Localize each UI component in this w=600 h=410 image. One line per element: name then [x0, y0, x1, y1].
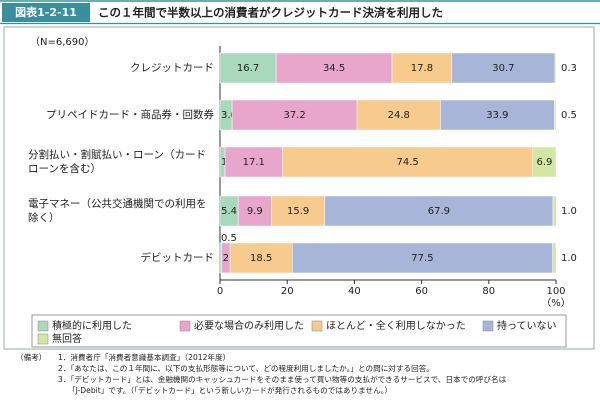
category-text: クレジットカード: [130, 62, 214, 74]
bar-segment: [324, 195, 554, 227]
legend-label: 必要な場合のみ利用した: [194, 319, 304, 332]
x-tick-label: 0: [217, 286, 223, 297]
data-label: 6.9: [536, 157, 552, 168]
x-tick-label: 60: [415, 286, 428, 297]
note-line: 3．「デビットカード」とは、金融機関のキャッシュカードをそのまま使って買い物等の…: [58, 375, 507, 384]
x-tick-label: 80: [482, 286, 495, 297]
data-label: 9.9: [247, 206, 263, 217]
bar-segment: [554, 99, 557, 131]
bar-segment: [554, 52, 557, 84]
bar-segment: [552, 242, 557, 274]
category-text: 分割払い・割賦払い・ローン（カードローンを含む）: [28, 149, 206, 175]
category-text: プリペイドカード・商品券・回数券: [46, 109, 214, 121]
legend-swatch: [37, 320, 49, 332]
note-line: 「J-Debit」です。（「デビットカード」という新しいカードが発行されるもので…: [68, 386, 393, 395]
category-text: デビットカード: [140, 252, 215, 264]
x-tick-label: 40: [348, 286, 361, 297]
chart-title: この１年間で半数以上の消費者がクレジットカード決済を利用した: [98, 6, 443, 20]
x-tick-label: 100: [546, 286, 565, 297]
bar-segment: [275, 52, 393, 84]
note: （N=6,690）: [30, 36, 95, 48]
legend-label: 持っていない: [497, 319, 557, 332]
frame: [3, 26, 595, 350]
legend-box: [31, 314, 567, 348]
category-label: プリペイドカード・商品券・回数券: [28, 108, 214, 122]
data-label: 17.1: [243, 157, 265, 168]
category-label: クレジットカード: [28, 61, 214, 75]
data-label: 34.5: [323, 63, 345, 74]
category-label: 分割払い・割賦払い・ローン（カードローンを含む）: [28, 148, 214, 176]
data-label: 67.9: [428, 206, 450, 217]
notes: （備考） 1．消費者庁「消費者意識基本調査」（2012年度） 2．「あなたは、この…: [16, 352, 506, 396]
note-line: 2．「あなたは、この１年間に、以下の支払形態等について、どの程度利用しましたか。…: [58, 364, 434, 373]
data-label: 74.5: [397, 157, 419, 168]
legend-swatch: [311, 320, 323, 332]
x-tick-label: 20: [281, 286, 294, 297]
data-label: 33.9: [486, 110, 508, 121]
data-label: 3.6: [221, 110, 237, 121]
data-label: 77.5: [411, 253, 433, 264]
note-line: 1．消費者庁「消費者意識基本調査」（2012年度）: [58, 353, 231, 362]
bar-segment: [552, 195, 557, 227]
data-label: 18.5: [250, 253, 272, 264]
data-label: 16.7: [237, 63, 259, 74]
notes-items: 1．消費者庁「消費者意識基本調査」（2012年度） 2．「あなたは、この１年間に、…: [58, 352, 506, 396]
x-unit: （%）: [541, 297, 571, 309]
bar-segment: [391, 52, 453, 84]
bar-segment: [356, 99, 441, 131]
data-label: 24.8: [388, 110, 410, 121]
bar-segment: [532, 146, 557, 178]
figure-label-box: [2, 3, 90, 22]
category-label: 電子マネー（公共交通機関での利用を除く）: [28, 197, 214, 225]
category-label: デビットカード: [28, 251, 215, 265]
data-label: 5.4: [221, 206, 237, 217]
legend-swatch: [37, 333, 49, 345]
bar-segment: [451, 52, 556, 84]
bar-segment: [219, 52, 277, 84]
legend-label: 積極的に利用した: [52, 319, 132, 332]
data-label: 1.0: [561, 253, 577, 264]
legend-label: ほとんど・全く利用しなかった: [326, 319, 466, 332]
figure-label: 図表1-2-11: [15, 5, 77, 19]
legend-swatch: [482, 320, 494, 332]
bar-segment: [219, 242, 222, 274]
legend-label: 無回答: [52, 332, 82, 345]
bar-segment: [440, 99, 555, 131]
data-label: 17.8: [411, 63, 433, 74]
data-label: 15.9: [287, 206, 309, 217]
bar-segment: [282, 146, 534, 178]
category-text: 電子マネー（公共交通機関での利用を除く）: [28, 198, 207, 224]
legend-swatch: [179, 320, 191, 332]
bar-segment: [237, 195, 272, 227]
data-label: 0.5: [561, 110, 577, 121]
bar-segment: [224, 146, 283, 178]
notes-label: （備考）: [16, 353, 47, 362]
bar-segment: [271, 195, 326, 227]
data-label: 37.2: [283, 110, 305, 121]
data-label: 0.3: [561, 63, 577, 74]
data-label: 0.5: [221, 233, 237, 244]
bar-segment: [291, 242, 553, 274]
data-label: 1.0: [561, 206, 577, 217]
data-label: 30.7: [492, 63, 514, 74]
